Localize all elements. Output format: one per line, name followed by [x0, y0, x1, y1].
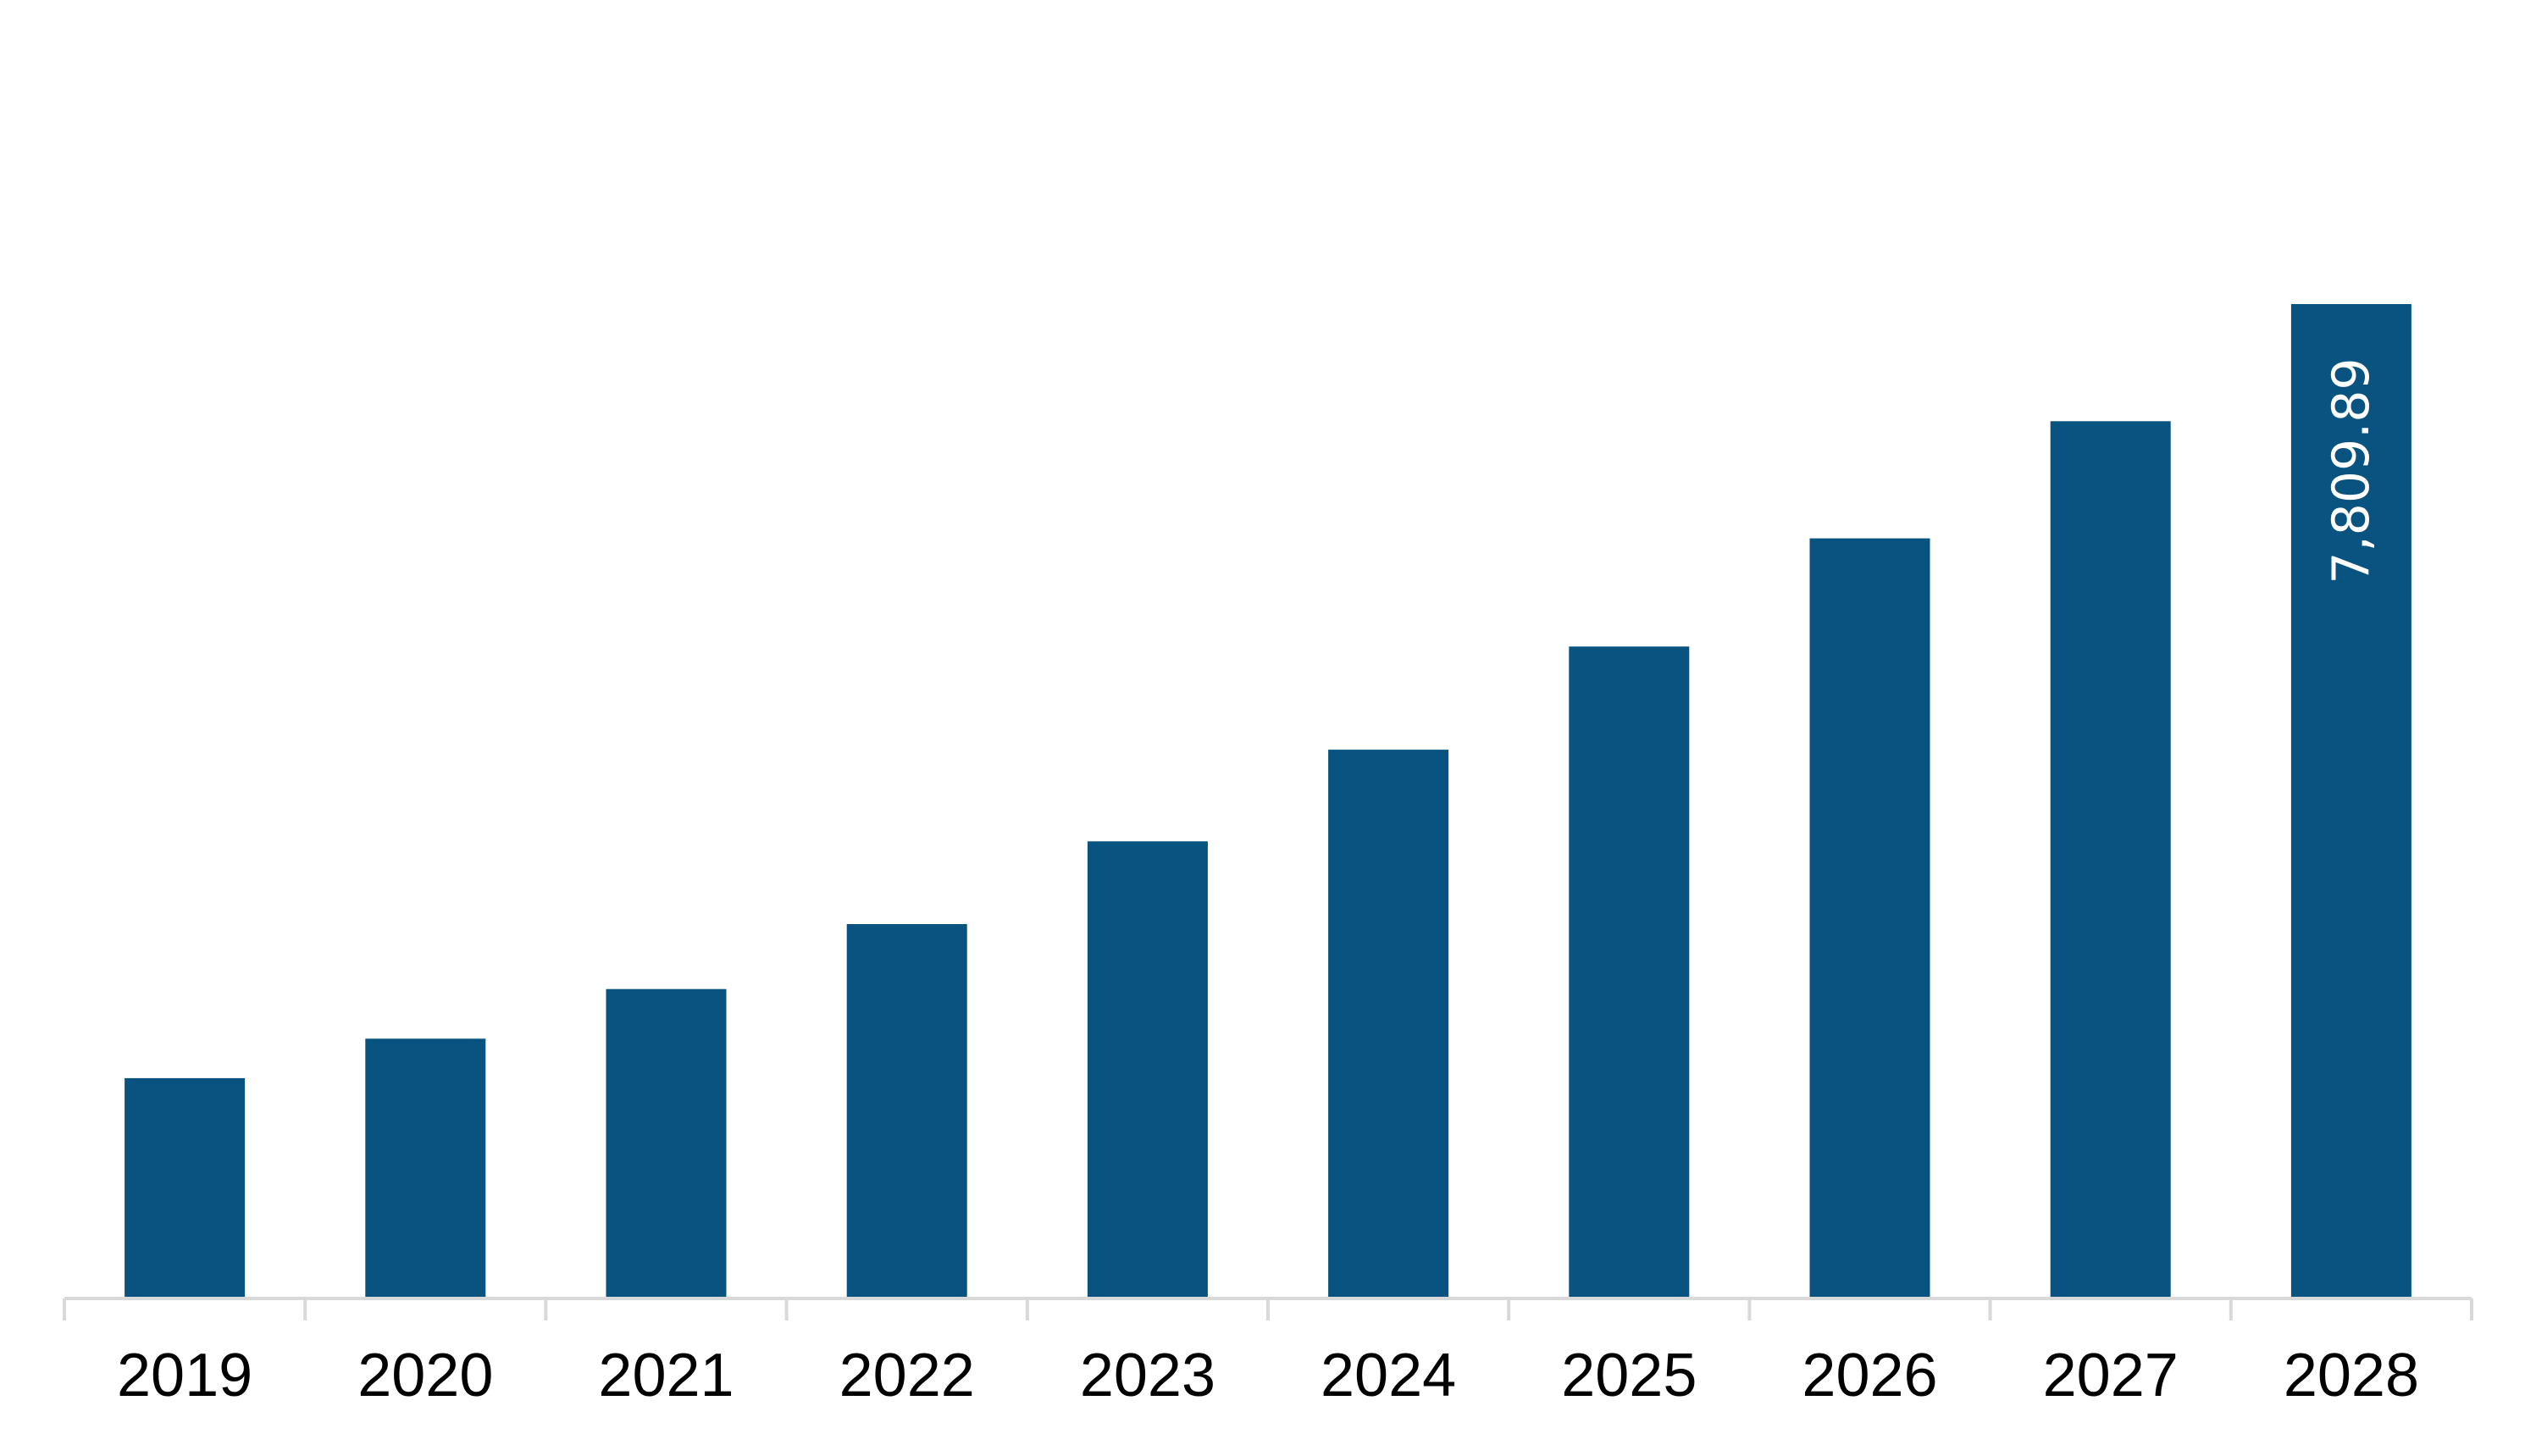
bar-2028 — [2290, 304, 2411, 1298]
x-axis — [63, 1297, 2473, 1320]
x-tick-label-2022: 2022 — [839, 1342, 975, 1409]
x-tick-label-2025: 2025 — [1561, 1342, 1697, 1409]
x-tick-label-2026: 2026 — [1802, 1342, 1937, 1409]
bar-2024 — [1328, 750, 1449, 1298]
x-tick-label-2024: 2024 — [1321, 1342, 1456, 1409]
bar-2023 — [1087, 841, 1208, 1298]
data-labels-group: 7,809.89 — [2322, 357, 2381, 584]
x-tick-label-2019: 2019 — [117, 1342, 252, 1409]
x-tick-label-2021: 2021 — [598, 1342, 734, 1409]
x-tick-label-2023: 2023 — [1080, 1342, 1215, 1409]
tick-labels-group: 2019 2020 2021 2022 2023 2024 2025 2026 2027 2028 — [117, 1342, 2419, 1409]
x-tick-label-2020: 2020 — [357, 1342, 493, 1409]
bar-2019 — [125, 1077, 246, 1298]
data-label-2028: 7,809.89 — [2322, 357, 2381, 584]
bar-2021 — [606, 988, 727, 1298]
bar-2026 — [1809, 538, 1930, 1298]
bar-2025 — [1569, 646, 1690, 1298]
bar-2022 — [846, 924, 967, 1298]
bars-group — [125, 304, 2411, 1298]
x-tick-label-2028: 2028 — [2284, 1342, 2419, 1409]
bar-2027 — [2050, 421, 2171, 1298]
bar-2020 — [365, 1038, 486, 1298]
x-tick-label-2027: 2027 — [2043, 1342, 2179, 1409]
